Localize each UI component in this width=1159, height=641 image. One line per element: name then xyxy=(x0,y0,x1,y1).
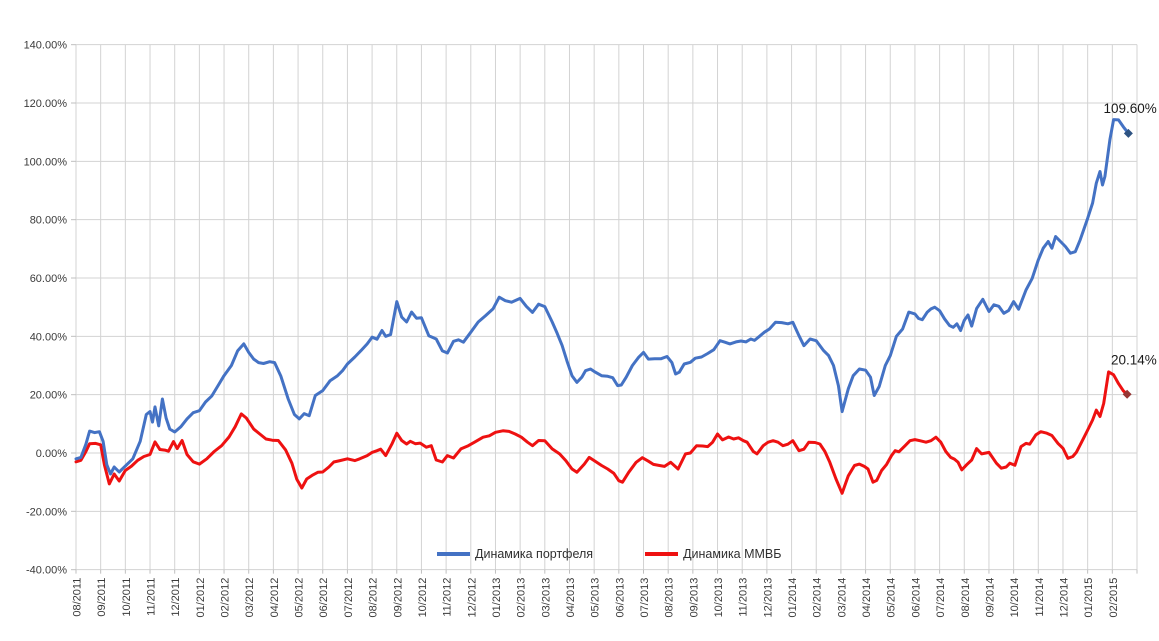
x-tick-label: 08/2013 xyxy=(664,578,676,618)
legend-item-micex: Динамика ММВБ xyxy=(645,547,781,561)
gridlines xyxy=(75,44,1138,571)
x-tick-label: 10/2012 xyxy=(417,578,429,618)
x-tick-label: 06/2013 xyxy=(614,578,626,618)
legend-label-portfolio: Динамика портфеля xyxy=(475,547,594,561)
x-tick-label: 02/2015 xyxy=(1108,578,1120,618)
x-tick-label: 03/2012 xyxy=(244,578,256,618)
y-tick-label: 20.00% xyxy=(30,390,68,402)
y-tick-label: 80.00% xyxy=(30,215,68,227)
x-tick-label: 12/2011 xyxy=(170,578,182,617)
x-tick-label: 04/2012 xyxy=(269,578,281,618)
x-tick-label: 12/2013 xyxy=(762,578,774,618)
y-tick-label: -20.00% xyxy=(26,506,67,518)
portfolio-series-line xyxy=(74,118,1130,476)
x-tick-label: 03/2013 xyxy=(540,578,552,618)
x-tick-label: 04/2013 xyxy=(565,578,577,618)
x-tick-label: 07/2014 xyxy=(935,578,947,618)
chart-legend: Динамика портфеля Динамика ММВБ xyxy=(437,547,781,561)
micex-series-line xyxy=(74,370,1129,495)
end-value-annotations: 109.60% 20.14% xyxy=(1103,101,1156,367)
x-tick-label: 09/2013 xyxy=(688,578,700,618)
y-tick-label: -40.00% xyxy=(26,565,67,577)
x-tick-label: 09/2014 xyxy=(984,578,996,618)
x-tick-label: 09/2012 xyxy=(392,578,404,618)
x-tick-label: 02/2014 xyxy=(812,578,824,618)
y-tick-label: 120.00% xyxy=(24,98,68,110)
y-tick-label: 60.00% xyxy=(30,273,68,285)
y-tick-label: 100.00% xyxy=(24,156,68,168)
x-tick-label: 08/2014 xyxy=(960,578,972,618)
x-tick-label: 06/2012 xyxy=(318,578,330,618)
y-tick-label: 40.00% xyxy=(30,331,68,343)
y-axis-labels: 140.00% 120.00% 100.00% 80.00% 60.00% 40.00% 2… xyxy=(24,40,68,577)
portfolio-line-swatch xyxy=(437,552,470,556)
portfolio-end-marker xyxy=(1123,128,1133,138)
x-tick-label: 02/2012 xyxy=(220,578,232,618)
x-tick-label: 11/2011 xyxy=(146,578,158,616)
x-tick-label: 10/2013 xyxy=(713,578,725,618)
x-tick-label: 11/2012 xyxy=(442,578,454,617)
x-tick-label: 12/2012 xyxy=(466,578,478,618)
x-tick-label: 05/2014 xyxy=(886,578,898,618)
legend-label-micex: Динамика ММВБ xyxy=(683,547,782,561)
x-tick-label: 10/2011 xyxy=(121,578,133,617)
y-tick-label: 0.00% xyxy=(36,448,67,460)
x-tick-label: 07/2013 xyxy=(639,578,651,618)
x-tick-label: 04/2014 xyxy=(861,578,873,618)
legend-item-portfolio: Динамика портфеля xyxy=(437,547,593,561)
x-tick-label: 01/2013 xyxy=(491,578,503,618)
x-tick-label: 08/2012 xyxy=(368,578,380,618)
x-tick-label: 01/2012 xyxy=(195,578,207,618)
x-tick-label: 02/2013 xyxy=(516,578,528,618)
x-tick-label: 05/2012 xyxy=(294,578,306,618)
x-tick-label: 07/2012 xyxy=(343,578,355,618)
micex-end-marker xyxy=(1122,389,1132,399)
x-axis-labels: 08/2011 09/2011 10/2011 11/2011 12/2011 01/20… xyxy=(72,578,1120,618)
x-tick-label: 08/2011 xyxy=(72,578,84,617)
x-tick-label: 01/2015 xyxy=(1083,578,1095,618)
x-tick-label: 11/2014 xyxy=(1034,578,1046,617)
x-tick-label: 11/2013 xyxy=(738,578,750,617)
x-tick-label: 09/2011 xyxy=(96,578,108,617)
portfolio-end-label: 109.60% xyxy=(1103,101,1156,116)
axis-ticks xyxy=(71,44,1138,574)
x-tick-label: 05/2013 xyxy=(590,578,602,618)
x-tick-label: 12/2014 xyxy=(1058,578,1070,618)
x-tick-label: 03/2014 xyxy=(836,578,848,618)
y-tick-label: 140.00% xyxy=(24,40,68,52)
x-tick-label: 10/2014 xyxy=(1009,578,1021,618)
x-tick-label: 06/2014 xyxy=(910,578,922,618)
micex-line-swatch xyxy=(645,552,679,556)
micex-end-label: 20.14% xyxy=(1111,352,1157,367)
x-tick-label: 01/2014 xyxy=(787,578,799,618)
